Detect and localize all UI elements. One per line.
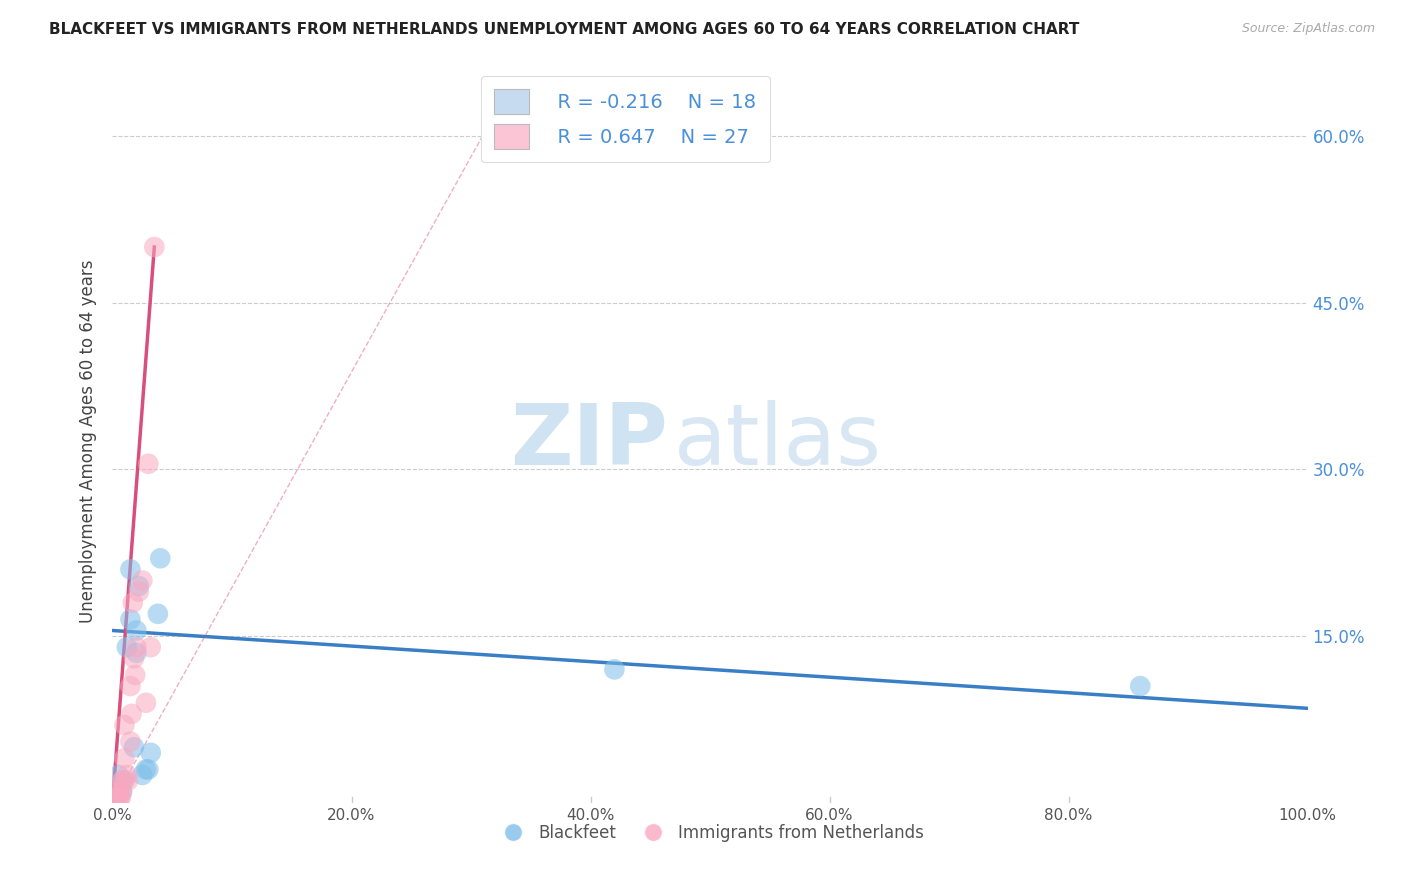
Point: [131, 574, 153, 588]
Point: [139, 640, 162, 655]
Point: [114, 773, 135, 788]
Point: [1129, 679, 1152, 693]
Point: [143, 240, 166, 254]
Legend: Blackfeet, Immigrants from Netherlands: Blackfeet, Immigrants from Netherlands: [489, 817, 931, 848]
Point: [105, 785, 128, 799]
Point: [117, 773, 139, 788]
Point: [111, 785, 134, 799]
Point: [111, 785, 134, 799]
Point: [120, 612, 142, 626]
Point: [111, 773, 134, 788]
Point: [135, 763, 157, 777]
Point: [128, 579, 150, 593]
Point: [105, 790, 128, 805]
Point: [139, 746, 162, 760]
Text: ZIP: ZIP: [510, 400, 668, 483]
Point: [120, 734, 142, 748]
Point: [112, 773, 135, 788]
Point: [115, 640, 138, 655]
Text: atlas: atlas: [675, 400, 882, 483]
Text: BLACKFEET VS IMMIGRANTS FROM NETHERLANDS UNEMPLOYMENT AMONG AGES 60 TO 64 YEARS : BLACKFEET VS IMMIGRANTS FROM NETHERLANDS…: [49, 22, 1080, 37]
Point: [121, 596, 143, 610]
Point: [114, 718, 135, 732]
Point: [105, 796, 128, 810]
Point: [149, 551, 172, 566]
Point: [125, 640, 148, 655]
Point: [107, 796, 129, 810]
Point: [138, 763, 160, 777]
Point: [125, 624, 148, 638]
Point: [120, 562, 142, 576]
Y-axis label: Unemployment Among Ages 60 to 64 years: Unemployment Among Ages 60 to 64 years: [79, 260, 97, 624]
Point: [603, 662, 626, 676]
Point: [128, 584, 150, 599]
Point: [135, 696, 157, 710]
Point: [110, 790, 132, 805]
Point: [107, 768, 129, 782]
Point: [138, 457, 160, 471]
Point: [121, 706, 143, 721]
Point: [115, 768, 138, 782]
Point: [131, 768, 153, 782]
Point: [122, 740, 145, 755]
Point: [108, 785, 131, 799]
Point: [108, 790, 131, 805]
Point: [125, 646, 148, 660]
Text: Source: ZipAtlas.com: Source: ZipAtlas.com: [1241, 22, 1375, 36]
Point: [124, 668, 146, 682]
Point: [114, 751, 135, 765]
Point: [120, 679, 142, 693]
Point: [122, 651, 145, 665]
Point: [146, 607, 169, 621]
